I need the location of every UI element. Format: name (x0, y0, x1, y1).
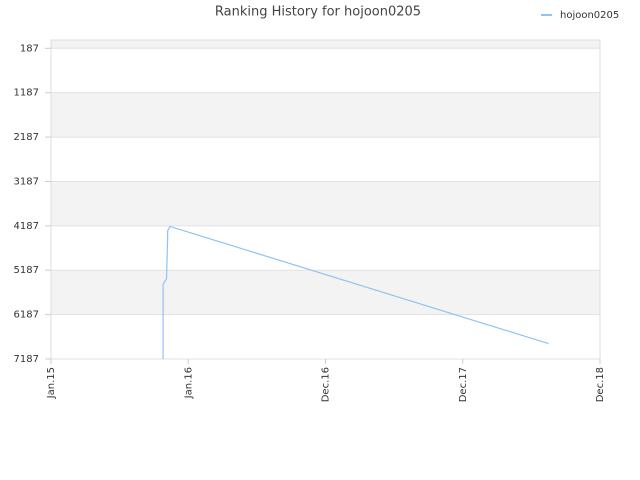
chart-title: Ranking History for hojoon0205 (215, 5, 421, 20)
x-tick-label: Jan.16 (183, 367, 194, 399)
y-tick-label: 1187 (14, 88, 39, 99)
plot-band (51, 270, 600, 315)
y-tick-label: 6187 (14, 310, 39, 321)
x-tick-label: Dec.18 (595, 367, 606, 402)
line (162, 225, 549, 359)
legend-label: hojoon0205 (560, 10, 619, 21)
x-tick-label: Jan.15 (46, 367, 57, 399)
y-tick-label: 4187 (14, 221, 39, 232)
y-tick-label: 187 (20, 43, 39, 54)
x-tick-label: Dec.16 (321, 367, 332, 402)
plot-band (51, 181, 600, 226)
y-tick-label: 7187 (14, 354, 39, 365)
plot-band (51, 92, 600, 138)
y-tick-label: 3187 (14, 176, 39, 187)
y-tick-label: 2187 (14, 132, 39, 143)
x-tick-label: Dec.17 (458, 367, 469, 402)
y-tick-label: 5187 (14, 265, 39, 276)
plot-band (51, 40, 600, 49)
